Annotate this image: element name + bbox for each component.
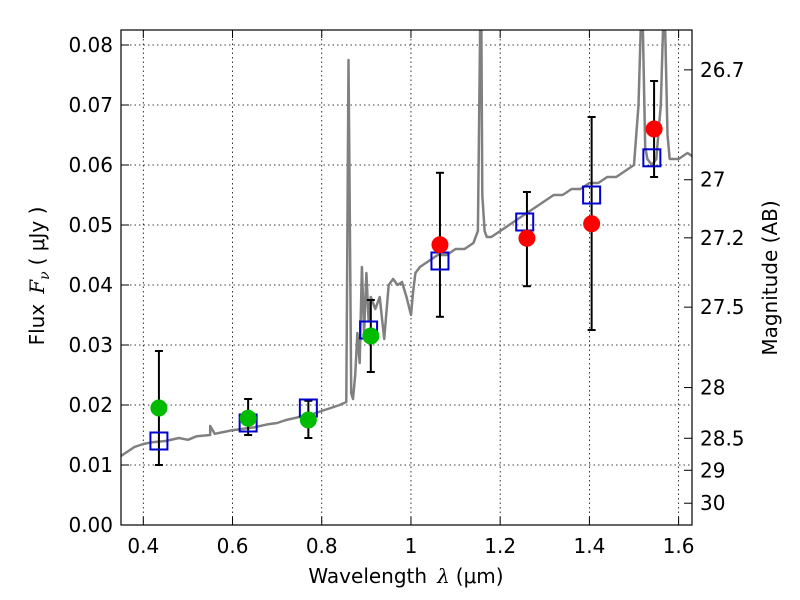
x-tick-label: 1.6 xyxy=(663,534,695,558)
y2-tick-label: 29 xyxy=(700,458,725,482)
observed-layer xyxy=(150,120,663,429)
x-tick-label: 1.2 xyxy=(484,534,516,558)
model-square-marker xyxy=(582,185,602,205)
observed-point xyxy=(299,411,317,429)
plot-frame xyxy=(120,29,693,526)
y-tick-label: 0.01 xyxy=(68,453,113,477)
observed-point xyxy=(431,236,449,254)
spectrum-line xyxy=(121,30,692,458)
y-axis-title: FluxFν( μJy ) xyxy=(25,207,53,346)
y-tick-label: 0.03 xyxy=(68,333,113,357)
spectrum-layer xyxy=(121,30,692,458)
x-tick-label: 0.4 xyxy=(127,534,159,558)
y2-axis-title: Magnitude (AB) xyxy=(758,200,782,355)
y2-tick-label: 28 xyxy=(700,376,725,400)
y2-tick-label: 27.5 xyxy=(700,295,745,319)
x-tick-label: 1 xyxy=(405,534,418,558)
observed-point xyxy=(518,229,536,247)
model-square-marker xyxy=(149,431,169,451)
y-tick-label: 0.05 xyxy=(68,213,113,237)
grid xyxy=(121,30,692,526)
y-tick-label: 0.04 xyxy=(68,273,113,297)
y2-tick-label: 27 xyxy=(700,168,725,192)
observed-point xyxy=(239,409,257,427)
x-axis-title: Wavelength λ (μm) xyxy=(308,564,503,588)
y-tick-label: 0.00 xyxy=(68,513,113,537)
y2-tick-label: 27.2 xyxy=(700,226,745,250)
y2-tick-label: 30 xyxy=(700,491,725,515)
y2-tick-label: 28.5 xyxy=(700,426,745,450)
observed-point xyxy=(362,327,380,345)
tick-labels: 0.4 0.6 0.8 1 1.2 1.4 1.6 0.00 0.01 0.02 0.03 0.04 0… xyxy=(68,33,744,558)
y-tick-label: 0.07 xyxy=(68,93,113,117)
observed-point xyxy=(645,120,663,138)
x-tick-label: 0.6 xyxy=(217,534,249,558)
y-tick-label: 0.08 xyxy=(68,33,113,57)
model-square-marker xyxy=(642,148,662,168)
y-tick-label: 0.06 xyxy=(68,153,113,177)
x-tick-label: 1.4 xyxy=(573,534,605,558)
y2-tick-label: 26.7 xyxy=(700,58,745,82)
observed-point xyxy=(150,399,168,417)
ticks xyxy=(121,30,692,526)
x-tick-label: 0.8 xyxy=(306,534,338,558)
observed-point xyxy=(583,215,601,233)
y-tick-label: 0.02 xyxy=(68,393,113,417)
